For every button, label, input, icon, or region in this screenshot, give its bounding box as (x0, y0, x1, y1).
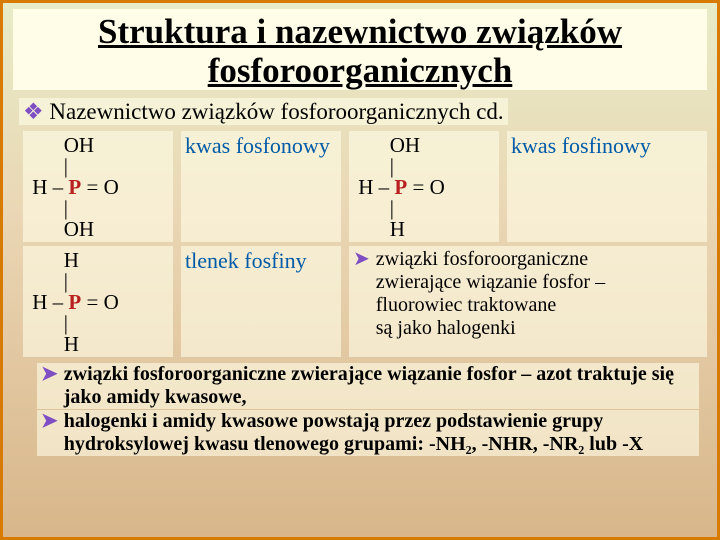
footnote-2: ➤ halogenki i amidy kwasowe powstają prz… (37, 410, 699, 456)
footnotes: ➤ związki fosforoorganiczne zwierające w… (37, 363, 699, 456)
slide: Struktura i nazewnictwo związków fosforo… (0, 0, 720, 540)
note-halogenides: ➤ związki fosforoorganiczne zwierające w… (349, 246, 707, 357)
arrow-bullet-icon: ➤ (41, 410, 58, 456)
arrow-bullet-icon: ➤ (353, 248, 370, 340)
subtitle-text: Nazewnictwo związków fosforoorganicznych… (49, 99, 503, 124)
footnote-1: ➤ związki fosforoorganiczne zwierające w… (37, 363, 699, 409)
label-phosphinic-acid: kwas fosfinowy (507, 131, 707, 242)
note-text: związki fosforoorganiczne zwierające wią… (376, 248, 605, 340)
diamond-bullet-icon: ❖ (23, 98, 44, 124)
slide-title: Struktura i nazewnictwo związków fosforo… (13, 9, 707, 90)
label-phosphonic-acid: kwas fosfonowy (181, 131, 341, 242)
formula-phosphine-oxide: H | H – P = O | H (23, 246, 173, 357)
label-phosphine-oxide: tlenek fosfiny (181, 246, 341, 357)
content-grid: OH | H – P = O | OH kwas fosfonowy OH | … (23, 131, 703, 357)
arrow-bullet-icon: ➤ (41, 363, 58, 409)
subtitle-row: ❖ Nazewnictwo związków fosforoorganiczny… (13, 96, 707, 131)
formula-phosphonic-acid: OH | H – P = O | OH (23, 131, 173, 242)
footnote-1-text: związki fosforoorganiczne zwierające wią… (64, 363, 695, 409)
footnote-2-text: halogenki i amidy kwasowe powstają przez… (64, 410, 695, 456)
formula-phosphinic-acid: OH | H – P = O | H (349, 131, 499, 242)
